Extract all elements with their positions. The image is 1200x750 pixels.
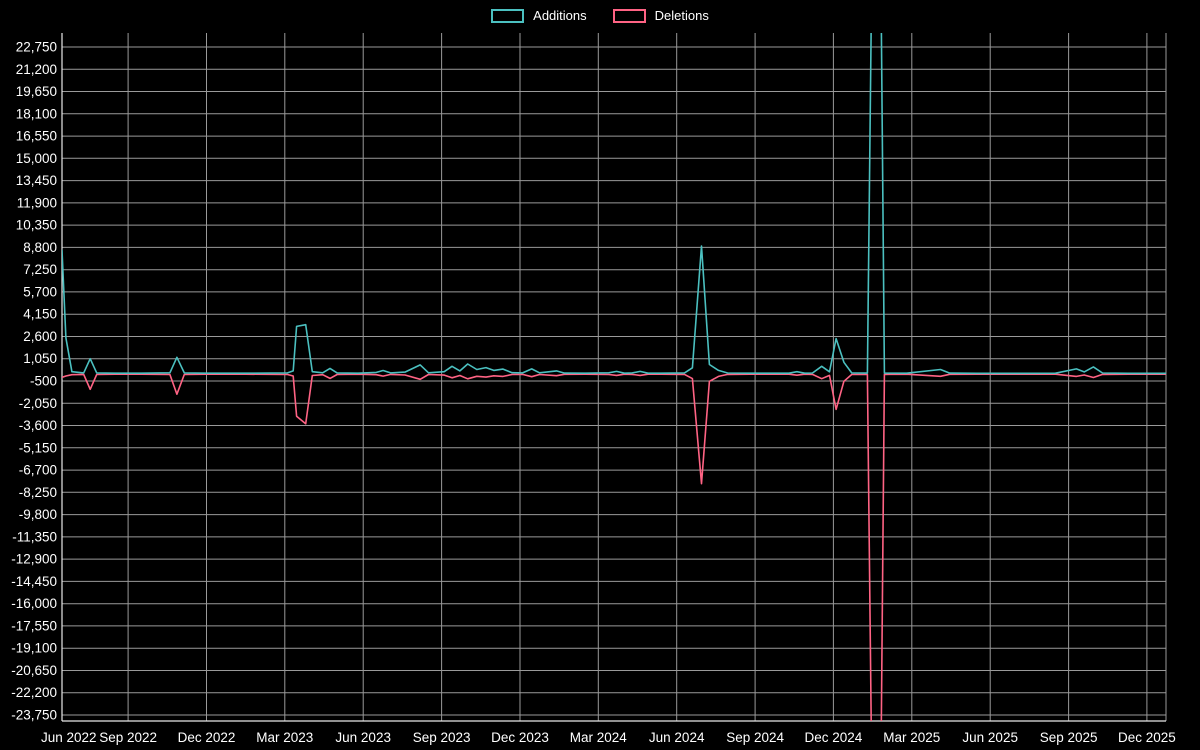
y-tick-label: 16,550 [16, 129, 57, 144]
x-tick-label: Dec 2023 [491, 730, 549, 745]
y-tick-label: 5,700 [23, 284, 57, 299]
x-tick-label: Mar 2025 [883, 730, 940, 745]
y-tick-label: 15,000 [16, 151, 57, 166]
y-tick-label: -17,550 [11, 618, 57, 633]
y-tick-label: -20,650 [11, 663, 57, 678]
y-tick-label: 1,050 [23, 351, 57, 366]
y-tick-label: -11,350 [12, 529, 57, 544]
y-tick-label: 13,450 [16, 173, 57, 188]
x-tick-label: Jun 2023 [335, 730, 391, 745]
y-tick-label: -9,800 [19, 507, 57, 522]
additions-line [62, 33, 1166, 375]
y-tick-label: -19,100 [11, 641, 57, 656]
additions-swatch [491, 8, 525, 23]
y-tick-label: 19,650 [16, 84, 57, 99]
x-tick-label: Dec 2022 [178, 730, 236, 745]
y-tick-label: -2,050 [19, 396, 57, 411]
y-tick-label: -5,150 [19, 440, 57, 455]
legend-item-deletions[interactable]: Deletions [612, 8, 709, 23]
y-tick-label: 21,200 [16, 62, 57, 77]
legend-item-additions[interactable]: Additions [491, 8, 587, 23]
legend-label-additions: Additions [533, 8, 587, 23]
y-tick-label: -23,750 [11, 708, 57, 723]
x-tick-label: Sep 2025 [1040, 730, 1098, 745]
x-tick-label: Sep 2022 [99, 730, 157, 745]
y-tick-label: -16,000 [11, 596, 57, 611]
x-tick-label: Sep 2024 [726, 730, 784, 745]
x-tick-label: Jun 2025 [962, 730, 1018, 745]
y-tick-label: 11,900 [17, 195, 57, 210]
x-tick-label: Dec 2025 [1118, 730, 1176, 745]
x-tick-label: Mar 2023 [256, 730, 313, 745]
x-tick-label: Mar 2024 [570, 730, 628, 745]
legend-label-deletions: Deletions [654, 8, 709, 23]
y-tick-label: 10,350 [16, 218, 57, 233]
y-tick-label: -6,700 [19, 463, 57, 478]
deletions-line [62, 373, 1166, 721]
x-tick-label: Jun 2022 [41, 730, 97, 745]
y-tick-label: -12,900 [11, 552, 57, 567]
y-tick-label: -500 [30, 374, 57, 389]
y-tick-label: 8,800 [23, 240, 57, 255]
x-tick-label: Sep 2023 [413, 730, 471, 745]
deletions-swatch [612, 8, 646, 23]
y-tick-label: -14,450 [11, 574, 57, 589]
y-tick-label: -22,200 [11, 685, 57, 700]
y-tick-label: 18,100 [16, 106, 57, 121]
y-tick-label: -3,600 [19, 418, 57, 433]
y-tick-label: 4,150 [23, 307, 57, 322]
x-tick-label: Jun 2024 [649, 730, 705, 745]
y-tick-label: 2,600 [23, 329, 57, 344]
x-tick-label: Dec 2024 [805, 730, 863, 745]
y-tick-label: 22,750 [16, 40, 57, 55]
chart-legend: Additions Deletions [0, 8, 1200, 23]
y-tick-label: 7,250 [23, 262, 57, 277]
y-tick-label: -8,250 [19, 485, 57, 500]
